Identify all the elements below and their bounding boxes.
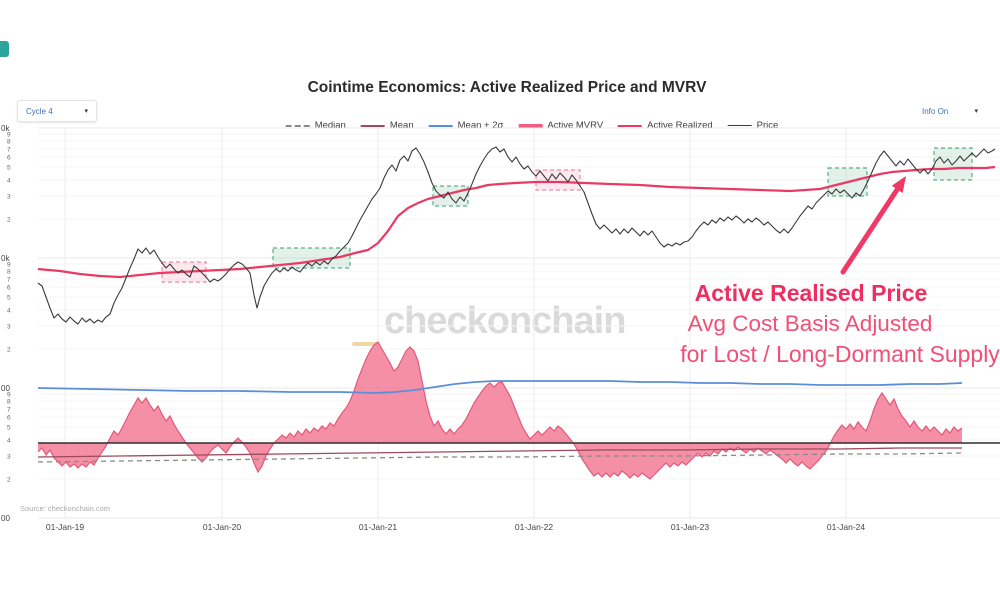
legend-item-mean-2-[interactable]: Mean + 2σ <box>428 120 504 131</box>
y-axis-minor-tick: 4 <box>7 438 11 445</box>
mean-line <box>37 447 962 458</box>
legend-item-active-realized[interactable]: Active Realized <box>618 120 713 131</box>
legend-line-sample-icon <box>727 125 752 126</box>
legend-item-label: Mean + 2σ <box>457 120 504 131</box>
watermark: checkonchain <box>384 300 626 342</box>
y-axis-minor-tick: 9 <box>7 132 11 139</box>
y-axis-tick-label: 00 <box>1 514 10 523</box>
legend-line-sample-icon <box>618 124 643 127</box>
y-axis-minor-tick: 4 <box>7 308 11 315</box>
source-credit: Source: checkonchain.com <box>20 504 111 513</box>
y-axis-minor-tick: 2 <box>7 477 11 484</box>
y-axis-minor-tick: 7 <box>7 147 11 154</box>
y-axis-minor-tick: 9 <box>7 392 11 399</box>
legend-item-label: Median <box>314 120 346 131</box>
info-toggle-label: Info On <box>922 106 949 116</box>
x-axis-tick-label: 01-Jan-23 <box>671 522 710 532</box>
legend-item-label: Active Realized <box>647 120 713 131</box>
y-axis-minor-tick: 6 <box>7 285 11 292</box>
y-axis-minor-tick: 5 <box>7 165 11 172</box>
info-toggle-dropdown[interactable]: Info On ▾ <box>914 100 986 122</box>
annotation-arrow <box>891 176 906 193</box>
y-axis-tick-label: 0k <box>1 254 10 263</box>
y-axis-minor-tick: 3 <box>7 454 11 461</box>
y-axis-minor-tick: 8 <box>7 269 11 276</box>
legend-line-sample-icon <box>360 124 385 127</box>
legend-item-median[interactable]: Median <box>285 120 346 131</box>
y-axis-minor-tick: 7 <box>7 407 11 414</box>
legend-item-label: Active MVRV <box>547 120 604 131</box>
active-realized-line <box>37 165 996 279</box>
active-mvrv-line <box>37 341 963 480</box>
page-title: Cointime Economics: Active Realized Pric… <box>307 79 707 96</box>
legend-item-price[interactable]: Price <box>727 120 779 131</box>
legend-line-sample-icon <box>285 124 310 127</box>
y-axis-minor-tick: 5 <box>7 295 11 302</box>
y-axis-minor-tick: 8 <box>7 139 11 146</box>
legend-line-sample-icon <box>428 124 453 127</box>
x-axis-tick-label: 01-Jan-22 <box>515 522 554 532</box>
x-axis-tick-label: 01-Jan-20 <box>203 522 242 532</box>
y-axis-tick-label: 0k <box>1 124 10 133</box>
y-axis-tick-label: 00 <box>1 384 10 393</box>
cycle-selector-label: Cycle 4 <box>26 106 53 116</box>
cycle-selector-dropdown[interactable]: Cycle 4 ▾ <box>17 100 97 122</box>
chevron-down-icon: ▾ <box>84 108 88 115</box>
highlight-box <box>535 169 581 191</box>
y-axis-minor-tick: 7 <box>7 277 11 284</box>
legend-item-active-mvrv[interactable]: Active MVRV <box>518 120 603 131</box>
y-axis-minor-tick: 3 <box>7 194 11 201</box>
y-axis-minor-tick: 5 <box>7 425 11 432</box>
legend-item-label: Price <box>756 120 779 131</box>
chevron-down-icon: ▾ <box>974 108 978 115</box>
x-axis-tick-label: 01-Jan-21 <box>359 522 398 532</box>
y-axis-minor-tick: 3 <box>7 324 11 331</box>
legend-item-label: Mean <box>389 120 414 131</box>
y-axis-minor-tick: 6 <box>7 155 11 162</box>
y-axis-minor-tick: 2 <box>7 347 11 354</box>
legend-item-mean[interactable]: Mean <box>360 120 414 131</box>
watermark-accent-dash <box>352 342 378 346</box>
legend-line-sample-icon <box>518 123 543 128</box>
y-axis-minor-tick: 8 <box>7 399 11 406</box>
y-axis-minor-tick: 4 <box>7 178 11 185</box>
y-axis-minor-tick: 2 <box>7 217 11 224</box>
y-axis-minor-tick: 9 <box>7 262 11 269</box>
price-line <box>37 146 996 325</box>
median-line <box>37 452 963 463</box>
y-axis-minor-tick: 6 <box>7 415 11 422</box>
chart-legend: Median Mean Mean + 2σ Active MVRV Active Rea… <box>285 120 779 131</box>
x-axis-tick-label: 01-Jan-19 <box>46 522 85 532</box>
active-mvrv-area <box>38 342 962 479</box>
side-panel-tab[interactable] <box>0 41 9 57</box>
x-axis-tick-label: 01-Jan-24 <box>827 522 866 532</box>
mean-2--line <box>37 380 963 394</box>
